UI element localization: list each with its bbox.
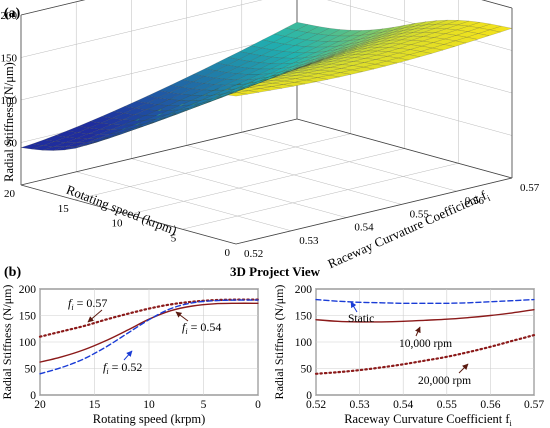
x-tick-label: 0.56 (465, 195, 485, 207)
surface-mesh (20, 19, 513, 151)
z-tick-label: 200 (1, 10, 18, 22)
axis-line (182, 163, 459, 230)
surface-chart: 50 100 150 200 0 5 10 15 20 0.52 0.53 0.54 0.55 0.56 0… (1, 0, 540, 273)
axis-line (296, 76, 513, 136)
annotation-fi-052: fi = 0.52 (103, 360, 142, 376)
y-tick-label: 15 (58, 203, 70, 215)
y-tick-label: 10 (112, 218, 124, 230)
x-tick-label: 0.53 (299, 235, 319, 247)
axis-line (20, 0, 263, 58)
surface-xlabel: Raceway Curvature Coefficient fi (325, 186, 492, 273)
y-tick-label: 50 (25, 364, 37, 376)
axis-line (327, 0, 513, 51)
y-tick-label: 50 (301, 364, 313, 376)
line-chart-curvature: 0 50 100 150 200 0.52 0.53 0.54 0.55 0.56 0.57 Rac… (272, 284, 544, 428)
tick-labels: 0 50 100 150 200 0.52 0.53 0.54 0.55 0.56 0.57 (295, 284, 545, 411)
annotation-static: Static (348, 313, 374, 325)
y-tick-label: 0 (306, 390, 312, 402)
x-tick-label: 20 (34, 399, 46, 411)
axis-line (20, 0, 85, 16)
y-tick-label: 0 (225, 247, 231, 259)
annotation-arrow-20000rpm (458, 363, 469, 374)
axis-line (235, 177, 513, 245)
x-axis-label: Rotating speed (krpm) (93, 412, 205, 426)
annotation-arrow-fi-057 (87, 309, 103, 323)
x-tick-label: 0.55 (410, 208, 430, 220)
annotation-arrow-static (350, 301, 358, 313)
axis-line (20, 0, 86, 16)
x-tick-label: 5 (201, 399, 207, 411)
z-tick-label: 50 (6, 138, 18, 150)
panel-a-label: (a) (4, 6, 21, 21)
axis-line (20, 33, 298, 101)
annotation-arrow-fi-054 (175, 311, 189, 322)
annotation-fi-054: fi = 0.54 (182, 320, 221, 336)
series-line (39, 299, 259, 375)
series-line (315, 309, 535, 323)
axis-line (20, 184, 237, 245)
grid (39, 288, 259, 396)
y-tick-label: 20 (4, 188, 16, 200)
series-line (315, 298, 535, 305)
annotation-arrow-fi-052 (123, 350, 133, 361)
axis-line (20, 118, 298, 186)
annotation-10000rpm: 10,000 rpm (399, 338, 452, 350)
x-tick-label: 0.56 (480, 399, 500, 411)
annotation-20000rpm: 20,000 rpm (418, 375, 471, 387)
x-tick-label: 0.52 (306, 399, 326, 411)
x-tick-label: 0.54 (354, 222, 374, 234)
y-axis-label: Radial Stiffness (N/μm) (272, 285, 286, 400)
y-tick-label: 100 (295, 337, 313, 349)
y-tick-label: 0 (30, 390, 36, 402)
annotation-arrow-10000rpm (415, 326, 421, 337)
y-tick-label: 100 (19, 337, 37, 349)
series-lines (38, 298, 260, 375)
x-tick-label: 0.57 (524, 399, 544, 411)
grid (315, 288, 535, 396)
annotation-fi-057: fi = 0.57 (68, 296, 107, 312)
panel-b-label: (b) (4, 265, 21, 280)
series-lines (314, 298, 536, 375)
y-axis-label: Radial Stiffness (N/μm) (0, 285, 14, 400)
x-tick-label: 0.54 (393, 399, 413, 411)
surface-zlabel: Radial Stiffness (N/μm) (2, 62, 16, 182)
x-tick-label: 0.57 (520, 182, 540, 194)
middle-title: 3D Project View (230, 264, 321, 279)
x-axis-label: Raceway Curvature Coefficient fi (344, 412, 512, 428)
y-tick-label: 200 (19, 284, 37, 296)
y-tick-label: 150 (19, 311, 37, 323)
y-tick-label: 150 (295, 311, 313, 323)
z-tick-label: 150 (1, 53, 18, 65)
axis-line (296, 118, 513, 179)
x-tick-label: 15 (89, 399, 101, 411)
series-line (314, 334, 536, 375)
x-tick-label: 0.52 (244, 248, 263, 260)
axis-line (74, 133, 351, 200)
surface-tick-labels: 50 100 150 200 0 5 10 15 20 0.52 0.53 0.54 0.55 0.56 0… (1, 10, 540, 260)
series-line (38, 298, 260, 338)
y-tick-label: 200 (295, 284, 313, 296)
z-tick-label: 100 (1, 95, 18, 107)
y-tick-label: 5 (171, 232, 177, 244)
axis-line (128, 148, 405, 215)
x-tick-label: 0.55 (437, 399, 457, 411)
x-tick-label: 0 (255, 399, 261, 411)
x-tick-label: 10 (143, 399, 155, 411)
surface-patch (20, 143, 44, 150)
x-tick-label: 0.53 (350, 399, 370, 411)
